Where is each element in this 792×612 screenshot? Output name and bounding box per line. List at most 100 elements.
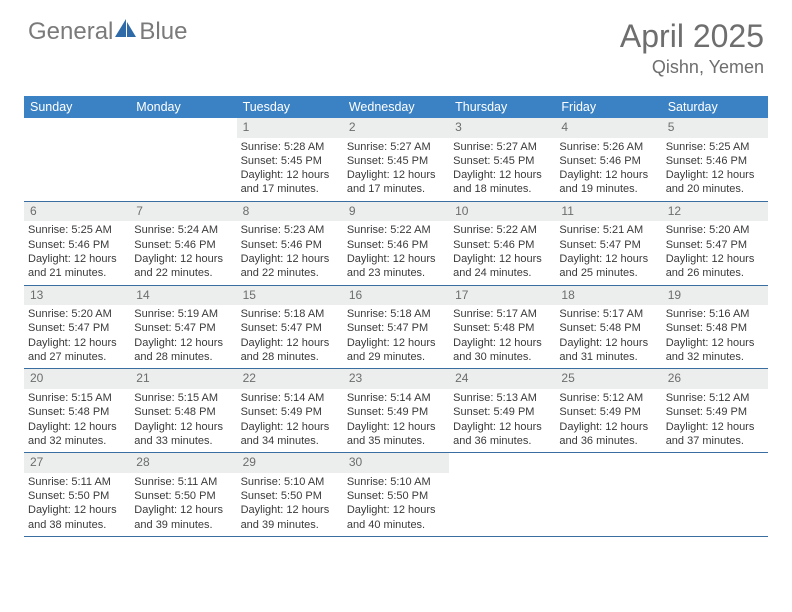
day-cell: 6Sunrise: 5:25 AMSunset: 5:46 PMDaylight… (24, 202, 130, 285)
day-number: 28 (130, 453, 236, 473)
day-cell: 8Sunrise: 5:23 AMSunset: 5:46 PMDaylight… (237, 202, 343, 285)
day-number: 11 (555, 202, 661, 222)
day-number: 4 (555, 118, 661, 138)
day-body: Sunrise: 5:18 AMSunset: 5:47 PMDaylight:… (237, 305, 343, 364)
day-number: 19 (662, 286, 768, 306)
sunrise-line: Sunrise: 5:14 AM (241, 391, 339, 405)
page-title: April 2025 (620, 18, 764, 55)
page-subtitle: Qishn, Yemen (620, 57, 764, 78)
daylight-line: Daylight: 12 hours and 36 minutes. (559, 420, 657, 449)
dow-header-cell: Monday (130, 96, 236, 118)
day-cell (24, 118, 130, 201)
daylight-line: Daylight: 12 hours and 23 minutes. (347, 252, 445, 281)
day-body: Sunrise: 5:21 AMSunset: 5:47 PMDaylight:… (555, 221, 661, 280)
sunset-line: Sunset: 5:47 PM (134, 321, 232, 335)
day-cell: 2Sunrise: 5:27 AMSunset: 5:45 PMDaylight… (343, 118, 449, 201)
daylight-line: Daylight: 12 hours and 28 minutes. (134, 336, 232, 365)
day-body: Sunrise: 5:14 AMSunset: 5:49 PMDaylight:… (343, 389, 449, 448)
sunset-line: Sunset: 5:49 PM (666, 405, 764, 419)
day-number: 7 (130, 202, 236, 222)
daylight-line: Daylight: 12 hours and 21 minutes. (28, 252, 126, 281)
sunrise-line: Sunrise: 5:27 AM (453, 140, 551, 154)
day-number: 26 (662, 369, 768, 389)
week-row: 27Sunrise: 5:11 AMSunset: 5:50 PMDayligh… (24, 453, 768, 537)
title-block: April 2025 Qishn, Yemen (620, 18, 764, 78)
day-cell: 19Sunrise: 5:16 AMSunset: 5:48 PMDayligh… (662, 286, 768, 369)
day-number: 29 (237, 453, 343, 473)
day-number: 1 (237, 118, 343, 138)
sunset-line: Sunset: 5:45 PM (347, 154, 445, 168)
day-cell: 30Sunrise: 5:10 AMSunset: 5:50 PMDayligh… (343, 453, 449, 536)
daylight-line: Daylight: 12 hours and 35 minutes. (347, 420, 445, 449)
sunrise-line: Sunrise: 5:15 AM (134, 391, 232, 405)
day-body: Sunrise: 5:27 AMSunset: 5:45 PMDaylight:… (449, 138, 555, 197)
day-cell: 5Sunrise: 5:25 AMSunset: 5:46 PMDaylight… (662, 118, 768, 201)
day-body: Sunrise: 5:13 AMSunset: 5:49 PMDaylight:… (449, 389, 555, 448)
sunset-line: Sunset: 5:47 PM (28, 321, 126, 335)
sunset-line: Sunset: 5:47 PM (241, 321, 339, 335)
sunset-line: Sunset: 5:45 PM (453, 154, 551, 168)
day-cell: 11Sunrise: 5:21 AMSunset: 5:47 PMDayligh… (555, 202, 661, 285)
daylight-line: Daylight: 12 hours and 29 minutes. (347, 336, 445, 365)
daylight-line: Daylight: 12 hours and 40 minutes. (347, 503, 445, 532)
day-cell: 7Sunrise: 5:24 AMSunset: 5:46 PMDaylight… (130, 202, 236, 285)
day-body: Sunrise: 5:15 AMSunset: 5:48 PMDaylight:… (24, 389, 130, 448)
sunset-line: Sunset: 5:49 PM (453, 405, 551, 419)
sunrise-line: Sunrise: 5:21 AM (559, 223, 657, 237)
sunset-line: Sunset: 5:50 PM (347, 489, 445, 503)
daylight-line: Daylight: 12 hours and 17 minutes. (347, 168, 445, 197)
sunset-line: Sunset: 5:46 PM (28, 238, 126, 252)
daylight-line: Daylight: 12 hours and 30 minutes. (453, 336, 551, 365)
sunset-line: Sunset: 5:49 PM (347, 405, 445, 419)
daylight-line: Daylight: 12 hours and 22 minutes. (134, 252, 232, 281)
sunrise-line: Sunrise: 5:17 AM (559, 307, 657, 321)
day-cell: 23Sunrise: 5:14 AMSunset: 5:49 PMDayligh… (343, 369, 449, 452)
sunset-line: Sunset: 5:45 PM (241, 154, 339, 168)
day-cell: 17Sunrise: 5:17 AMSunset: 5:48 PMDayligh… (449, 286, 555, 369)
day-body: Sunrise: 5:16 AMSunset: 5:48 PMDaylight:… (662, 305, 768, 364)
sunrise-line: Sunrise: 5:26 AM (559, 140, 657, 154)
day-number: 9 (343, 202, 449, 222)
sunset-line: Sunset: 5:50 PM (28, 489, 126, 503)
sunrise-line: Sunrise: 5:11 AM (28, 475, 126, 489)
sunrise-line: Sunrise: 5:23 AM (241, 223, 339, 237)
sunrise-line: Sunrise: 5:25 AM (28, 223, 126, 237)
day-body: Sunrise: 5:22 AMSunset: 5:46 PMDaylight:… (343, 221, 449, 280)
day-body: Sunrise: 5:22 AMSunset: 5:46 PMDaylight:… (449, 221, 555, 280)
sunset-line: Sunset: 5:48 PM (666, 321, 764, 335)
day-body: Sunrise: 5:10 AMSunset: 5:50 PMDaylight:… (343, 473, 449, 532)
sunset-line: Sunset: 5:46 PM (347, 238, 445, 252)
day-number: 25 (555, 369, 661, 389)
day-cell (662, 453, 768, 536)
day-number: 10 (449, 202, 555, 222)
day-number: 6 (24, 202, 130, 222)
daylight-line: Daylight: 12 hours and 18 minutes. (453, 168, 551, 197)
daylight-line: Daylight: 12 hours and 22 minutes. (241, 252, 339, 281)
day-cell: 15Sunrise: 5:18 AMSunset: 5:47 PMDayligh… (237, 286, 343, 369)
day-cell: 3Sunrise: 5:27 AMSunset: 5:45 PMDaylight… (449, 118, 555, 201)
sunrise-line: Sunrise: 5:20 AM (666, 223, 764, 237)
sunset-line: Sunset: 5:48 PM (134, 405, 232, 419)
day-cell (555, 453, 661, 536)
sunset-line: Sunset: 5:46 PM (453, 238, 551, 252)
day-body: Sunrise: 5:12 AMSunset: 5:49 PMDaylight:… (555, 389, 661, 448)
day-cell: 20Sunrise: 5:15 AMSunset: 5:48 PMDayligh… (24, 369, 130, 452)
day-cell (449, 453, 555, 536)
weeks-container: 1Sunrise: 5:28 AMSunset: 5:45 PMDaylight… (24, 118, 768, 537)
day-cell: 9Sunrise: 5:22 AMSunset: 5:46 PMDaylight… (343, 202, 449, 285)
day-body: Sunrise: 5:12 AMSunset: 5:49 PMDaylight:… (662, 389, 768, 448)
day-cell: 10Sunrise: 5:22 AMSunset: 5:46 PMDayligh… (449, 202, 555, 285)
sunrise-line: Sunrise: 5:19 AM (134, 307, 232, 321)
daylight-line: Daylight: 12 hours and 19 minutes. (559, 168, 657, 197)
day-body: Sunrise: 5:18 AMSunset: 5:47 PMDaylight:… (343, 305, 449, 364)
week-row: 1Sunrise: 5:28 AMSunset: 5:45 PMDaylight… (24, 118, 768, 202)
day-cell: 26Sunrise: 5:12 AMSunset: 5:49 PMDayligh… (662, 369, 768, 452)
day-body: Sunrise: 5:27 AMSunset: 5:45 PMDaylight:… (343, 138, 449, 197)
day-number: 12 (662, 202, 768, 222)
daylight-line: Daylight: 12 hours and 28 minutes. (241, 336, 339, 365)
sunrise-line: Sunrise: 5:13 AM (453, 391, 551, 405)
day-number: 5 (662, 118, 768, 138)
page-header: General Blue April 2025 Qishn, Yemen (0, 0, 792, 88)
day-number: 17 (449, 286, 555, 306)
week-row: 20Sunrise: 5:15 AMSunset: 5:48 PMDayligh… (24, 369, 768, 453)
